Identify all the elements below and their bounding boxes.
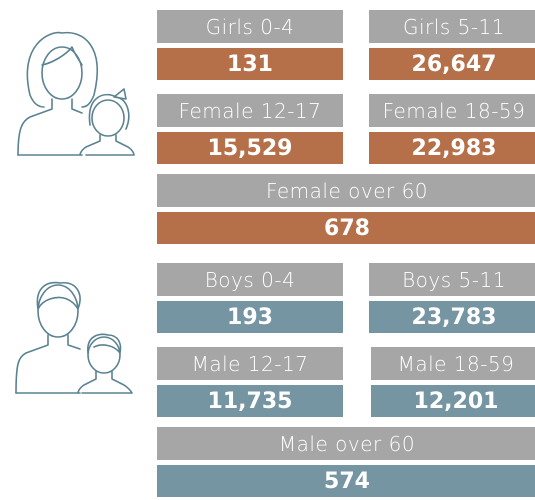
group-value: 22,983 (369, 132, 535, 164)
group-label: Boys 5-11 (369, 263, 535, 296)
group-label: Girls 5-11 (369, 10, 535, 43)
group-value: 15,529 (157, 132, 343, 164)
group-label: Female over 60 (157, 174, 535, 207)
group-value: 678 (157, 212, 535, 244)
group-label: Male 12-17 (157, 347, 343, 380)
female-icon (17, 31, 135, 156)
group-label: Boys 0-4 (157, 263, 343, 296)
group-label: Male over 60 (157, 427, 535, 460)
group-label: Female 18-59 (369, 94, 535, 127)
group-value: 193 (157, 301, 343, 333)
group-value: 11,735 (157, 385, 343, 417)
male-icon (15, 281, 133, 394)
group-value: 574 (157, 465, 535, 497)
group-value: 26,647 (369, 48, 535, 80)
group-label: Girls 0-4 (157, 10, 343, 43)
group-value: 23,783 (369, 301, 535, 333)
group-value: 12,201 (371, 385, 535, 417)
group-value: 131 (157, 48, 343, 80)
group-label: Male 18-59 (371, 347, 535, 380)
group-label: Female 12-17 (157, 94, 343, 127)
